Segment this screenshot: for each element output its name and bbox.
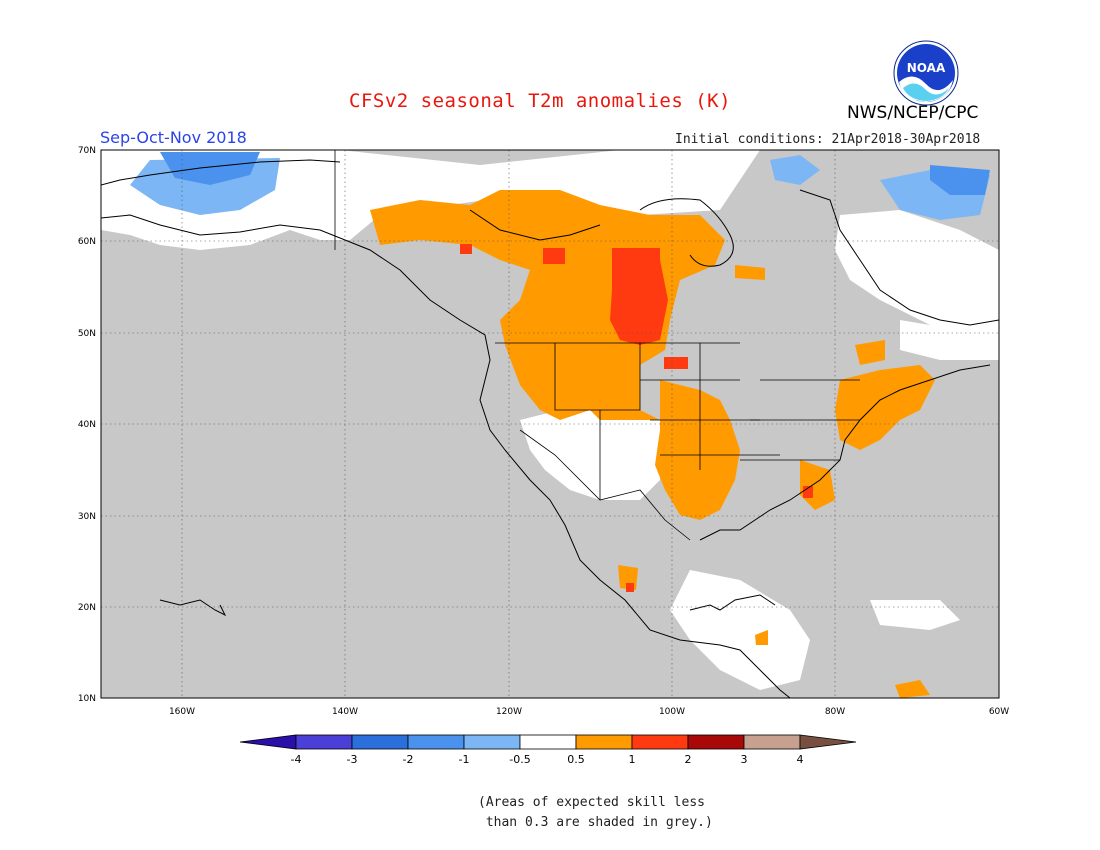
longitude-labels: 160W 140W 120W 100W 80W 60W [169, 707, 1009, 717]
lat-label-70: 70N [78, 146, 96, 156]
political-borders [334, 150, 860, 541]
lon-label-100w: 100W [659, 707, 685, 717]
lat-label-60: 60N [78, 237, 96, 247]
logo-text: NOAA [907, 61, 946, 75]
colorbar-tick-label: 4 [797, 753, 804, 766]
colorbar-swatch [743, 734, 801, 750]
skill-note-line1: (Areas of expected skill less [478, 795, 705, 810]
lon-label-120w: 120W [496, 707, 522, 717]
lat-label-30: 30N [78, 512, 96, 522]
lat-label-50: 50N [78, 329, 96, 339]
white-land-areas [101, 150, 999, 690]
colorbar-swatch [407, 734, 465, 750]
lat-label-40: 40N [78, 420, 96, 430]
colorbar-tick-label: 0.5 [567, 753, 585, 766]
skill-note: (Areas of expected skill less than 0.3 a… [478, 793, 713, 833]
lon-label-140w: 140W [332, 707, 358, 717]
colorbar-swatch [687, 734, 745, 750]
map-title: CFSv2 seasonal T2m anomalies (K) [349, 90, 732, 112]
colorbar-tick-label: 3 [741, 753, 748, 766]
latitude-labels: 70N 60N 50N 40N 30N 20N 10N [78, 146, 96, 704]
organization-label: NWS/NCEP/CPC [847, 103, 979, 123]
colorbar-tick-label: -2 [403, 753, 414, 766]
lat-label-20: 20N [78, 603, 96, 613]
colorbar-tick-label: -3 [347, 753, 358, 766]
colorbar-labels: -4 -3 -2 -1 -0.5 0.5 1 2 3 4 [291, 753, 804, 766]
colorbar-swatch [575, 734, 633, 750]
negative-anomaly-medium [160, 152, 990, 195]
anomaly-field [101, 150, 999, 698]
colorbar-tick-label: -0.5 [509, 753, 530, 766]
map-frame [100, 149, 1000, 699]
initial-conditions-label: Initial conditions: 21Apr2018-30Apr2018 [675, 132, 981, 147]
skill-note-line2: than 0.3 are shaded in grey.) [478, 815, 713, 830]
coastlines [101, 159, 999, 698]
colorbar-arrow-right [799, 734, 857, 750]
colorbar-tick-label: -4 [291, 753, 302, 766]
colorbar-arrow-left [239, 734, 297, 750]
colorbar-swatch [295, 734, 353, 750]
lon-label-60w: 60W [989, 707, 1009, 717]
lat-label-10: 10N [78, 694, 96, 704]
period-label: Sep-Oct-Nov 2018 [100, 128, 247, 147]
lon-label-160w: 160W [169, 707, 195, 717]
noaa-logo: NOAA [893, 40, 959, 106]
positive-anomaly-red [460, 244, 813, 592]
colorbar-tick-label: 2 [685, 753, 692, 766]
colorbar-swatch [631, 734, 689, 750]
colorbar-tick-label: -1 [459, 753, 470, 766]
colorbar-tick-label: 1 [629, 753, 636, 766]
map-gridlines [101, 150, 999, 698]
colorbar-swatch [519, 734, 577, 750]
colorbar-swatch [351, 734, 409, 750]
colorbar-swatch [463, 734, 521, 750]
colorbar [239, 734, 857, 750]
lon-label-80w: 80W [825, 707, 845, 717]
